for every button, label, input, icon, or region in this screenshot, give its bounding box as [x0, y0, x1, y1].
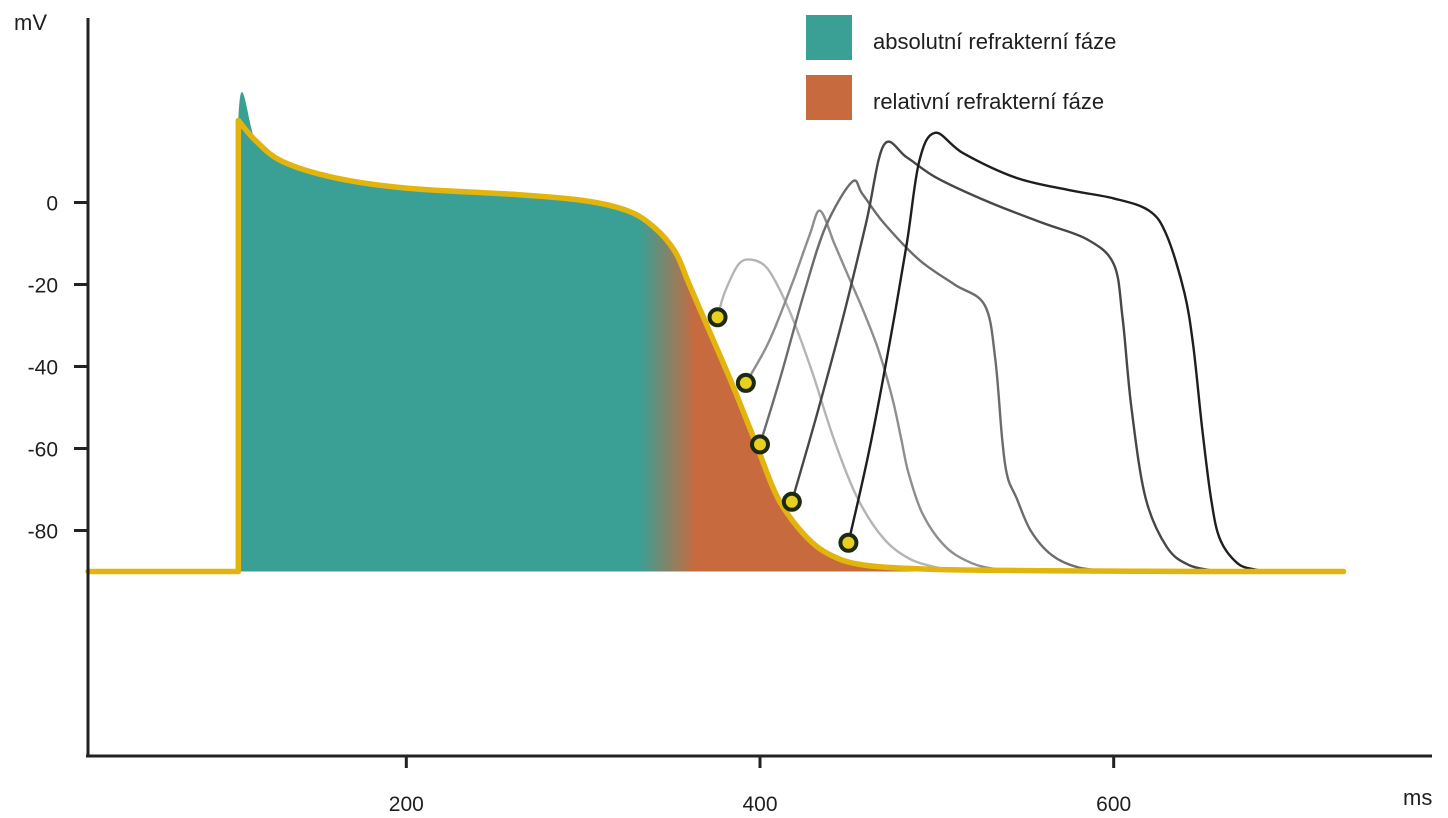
refractory-fill-layer: [237, 92, 1344, 572]
axes: 200 400 600 0 -20 -40 -60 -80 mV ms: [14, 10, 1432, 816]
y-tick-label--20: -20: [28, 275, 58, 298]
main-action-potential-curve: [85, 117, 1347, 575]
x-tick-label-400: 400: [742, 793, 777, 813]
stimulated-curve-3: [758, 179, 1114, 573]
legend-swatch-relative: [806, 75, 852, 120]
legend-label-absolute: absolutní refrakterní fáze: [873, 29, 1116, 54]
y-ticks: 0 -20 -40 -60 -80: [28, 193, 88, 544]
stimulus-marker-4: [781, 491, 802, 512]
legend-swatch-absolute: [806, 15, 852, 60]
main-curve-layer: [85, 117, 1347, 575]
y-axis-unit-label: mV: [14, 10, 47, 35]
x-axis-unit-label: ms: [1403, 785, 1432, 810]
x-tick-label-600: 600: [1096, 793, 1131, 813]
y-tick-label--80: -80: [28, 521, 58, 544]
stimulus-marker-3: [750, 434, 770, 455]
y-tick-label--60: -60: [28, 439, 58, 462]
stimulated-curves-layer: [716, 131, 1273, 573]
legend: absolutní refrakterní fáze relativní ref…: [806, 15, 1116, 120]
stimulated-curve-5: [847, 131, 1273, 573]
stimulated-curve-4: [790, 140, 1221, 573]
stimulus-marker-1: [707, 307, 728, 328]
x-ticks: 200 400 600: [389, 756, 1131, 816]
x-tick-label-200: 200: [389, 793, 424, 813]
stimulated-curve-1: [716, 258, 955, 573]
y-tick-label--40: -40: [28, 357, 58, 380]
legend-label-relative: relativní refrakterní fáze: [873, 89, 1104, 114]
stimulated-curve-2: [744, 209, 1026, 573]
stimulus-marker-2: [735, 372, 756, 393]
stimulus-marker-5: [838, 532, 859, 553]
stimulus-markers-layer: [707, 307, 859, 553]
y-tick-label-0: 0: [46, 193, 58, 216]
refractory-area: [237, 92, 1344, 572]
